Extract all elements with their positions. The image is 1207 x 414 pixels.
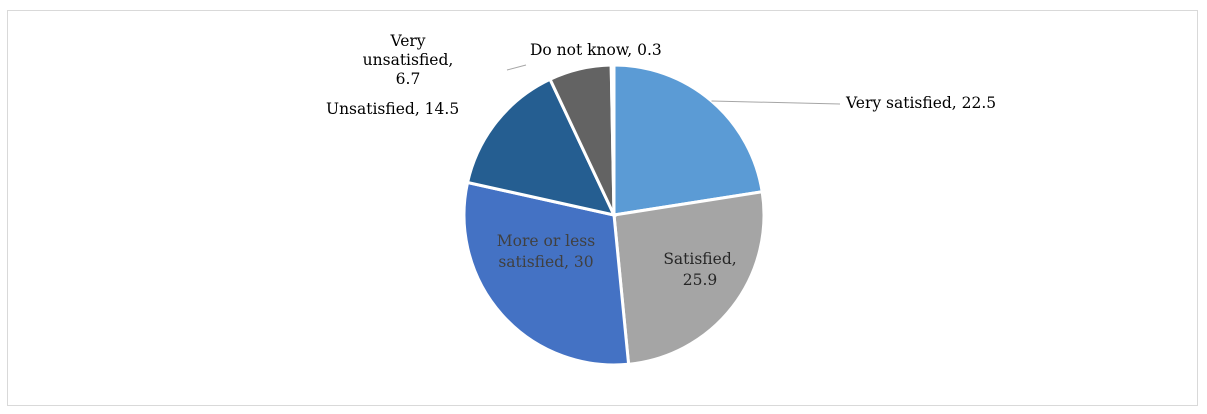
pie-slice-more-or-less-satisfied: [462, 180, 631, 367]
pie-slices: [462, 63, 766, 367]
data-label-satisfied: Satisfied, 25.9: [663, 250, 736, 289]
pie-slice-satisfied: [612, 190, 766, 366]
leader-line-very-satisfied: [711, 100, 841, 105]
data-label-unsatisfied: Unsatisfied, 14.5: [326, 100, 459, 118]
data-labels: Very satisfied, 22.5 Satisfied, 25.9 More o…: [326, 32, 996, 289]
leader-lines: [506, 64, 841, 105]
data-label-do-not-know: Do not know, 0.3: [530, 41, 662, 59]
leader-line-do-not-know: [506, 64, 527, 71]
pie-slice-do-not-know: [609, 63, 616, 216]
pie-slice-unsatisfied: [465, 77, 617, 218]
data-label-very-unsatisfied: Very unsatisfied, 6.7: [363, 32, 454, 88]
pie-slice-very-satisfied: [612, 63, 764, 217]
data-label-more-or-less-satisfied: More or less satisfied, 30: [497, 232, 595, 271]
data-label-very-satisfied: Very satisfied, 22.5: [845, 94, 996, 112]
